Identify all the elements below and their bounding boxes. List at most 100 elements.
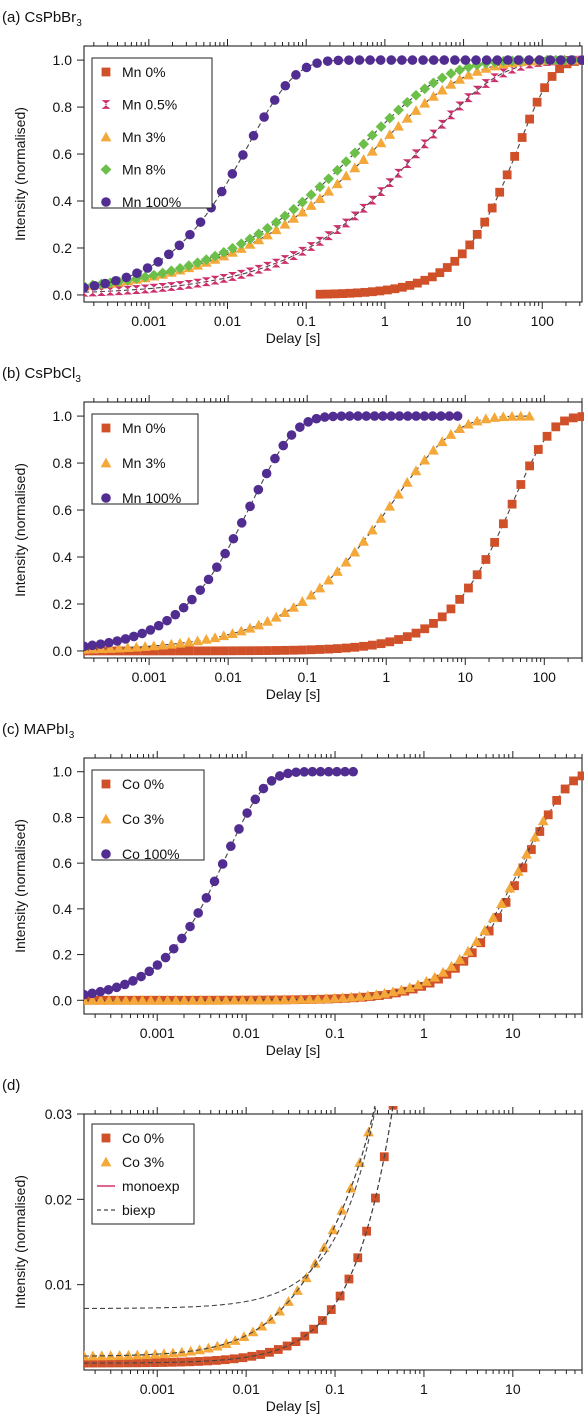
data-point-triangle <box>218 630 230 641</box>
data-point-circle <box>452 411 463 421</box>
data-point-triangle <box>370 989 382 999</box>
data-point-circle <box>203 574 214 585</box>
data-point-square <box>429 618 438 628</box>
y-tick-label: 0.6 <box>53 146 73 162</box>
data-point-circle <box>193 908 203 918</box>
data-point-diamond <box>436 72 448 84</box>
data-point-circle <box>152 960 163 970</box>
data-point-circle <box>369 411 380 421</box>
data-point-square <box>376 639 386 649</box>
data-point-hourglass <box>455 101 465 111</box>
data-point-square <box>359 641 368 651</box>
data-point-triangle <box>112 994 123 1005</box>
data-point-circle <box>87 988 97 999</box>
data-point-diamond <box>244 233 256 245</box>
data-point-circle <box>386 411 396 421</box>
data-point-hourglass <box>254 264 264 274</box>
data-point-circle <box>386 55 397 65</box>
y-tick-label: 1.0 <box>53 52 73 68</box>
x-tick-label: 10 <box>457 669 473 685</box>
data-point-circle <box>361 411 372 421</box>
data-point-diamond <box>139 271 151 283</box>
data-point-triangle <box>349 546 361 557</box>
data-point-square <box>332 644 342 654</box>
monoexp-fit-line <box>84 1106 377 1310</box>
data-point-circle <box>333 55 344 66</box>
data-point-square <box>375 286 385 296</box>
panel-title-subscript: 3 <box>69 730 75 741</box>
x-axis-label: Delay [s] <box>266 686 320 702</box>
chart-panel-3: (c) MAPbI3 0.001 0.01 0.1 1 10 0.0 0.2 0.4 0.6 0.8… <box>2 721 584 1058</box>
biexp-fit-line <box>84 1106 376 1357</box>
data-point-circle <box>323 766 334 777</box>
legend-marker-triangle <box>100 131 112 142</box>
data-point-circle <box>185 229 195 240</box>
data-point-circle <box>95 639 106 649</box>
data-point-triangle <box>454 423 466 434</box>
data-point-circle <box>238 150 248 160</box>
data-point-triangle <box>384 500 396 511</box>
data-point-triangle <box>304 993 315 1004</box>
data-point-circle <box>258 783 269 794</box>
data-point-hourglass <box>105 286 115 296</box>
legend: Mn 0% Mn 3% Mn 100% <box>91 413 199 506</box>
y-tick-label: 0.4 <box>53 193 73 209</box>
data-point-triangle <box>379 987 391 998</box>
y-axis-label: Intensity (normalised) <box>12 1175 28 1309</box>
data-point-hourglass <box>341 218 351 228</box>
data-point-diamond <box>428 77 439 89</box>
data-point-square <box>510 151 520 161</box>
data-point-triangle <box>445 429 457 439</box>
data-point-circle <box>119 979 130 990</box>
data-point-square <box>437 612 447 622</box>
data-point-triangle <box>174 637 186 648</box>
data-point-triangle <box>436 84 448 95</box>
data-point-circle <box>168 943 179 954</box>
data-point-diamond <box>349 147 361 159</box>
data-point-circle <box>153 257 163 267</box>
x-tick-label: 0.1 <box>296 313 316 329</box>
data-point-square <box>484 926 494 936</box>
data-point-square <box>229 1354 239 1364</box>
data-point-hourglass <box>490 73 500 83</box>
data-point-triangle <box>270 611 282 622</box>
data-point-triangle <box>113 642 125 653</box>
data-point-circle <box>195 585 206 595</box>
data-point-circle <box>121 272 132 283</box>
data-point-triangle <box>366 145 378 156</box>
data-point-circle <box>291 767 301 778</box>
data-point-triangle <box>504 882 516 893</box>
data-point-circle <box>228 533 239 544</box>
legend-label: biexp <box>122 1202 156 1218</box>
data-point-triangle <box>393 488 404 499</box>
data-point-triangle <box>429 971 441 982</box>
data-point-triangle <box>362 990 374 1001</box>
data-point-square <box>542 431 552 441</box>
data-point-circle <box>110 275 121 286</box>
data-point-hourglass <box>97 287 106 296</box>
biexp-fit-line <box>84 1106 394 1364</box>
data-point-circle <box>185 921 195 932</box>
data-point-triangle <box>220 1338 232 1348</box>
data-point-triangle <box>140 1349 152 1360</box>
data-point-hourglass <box>236 269 246 279</box>
data-point-square <box>315 645 325 654</box>
y-axis-label: Intensity (normalised) <box>12 463 28 597</box>
data-point-triangle <box>178 994 190 1005</box>
data-point-circle <box>84 989 89 1000</box>
data-point-circle <box>354 55 365 65</box>
x-tick-label: 1 <box>382 669 390 685</box>
data-point-triangle <box>245 994 257 1005</box>
data-point-diamond <box>419 83 431 95</box>
data-point-triangle <box>209 632 221 643</box>
data-point-square <box>385 637 395 647</box>
data-point-triangle <box>153 994 165 1005</box>
data-point-circle <box>566 55 577 65</box>
legend-marker-square <box>101 1133 111 1143</box>
data-point-triangle <box>157 639 169 650</box>
data-point-square <box>402 632 412 642</box>
x-tick-label: 0.001 <box>131 313 166 329</box>
data-point-triangle <box>162 994 173 1005</box>
data-point-triangle <box>270 994 282 1005</box>
data-point-square <box>568 413 578 423</box>
